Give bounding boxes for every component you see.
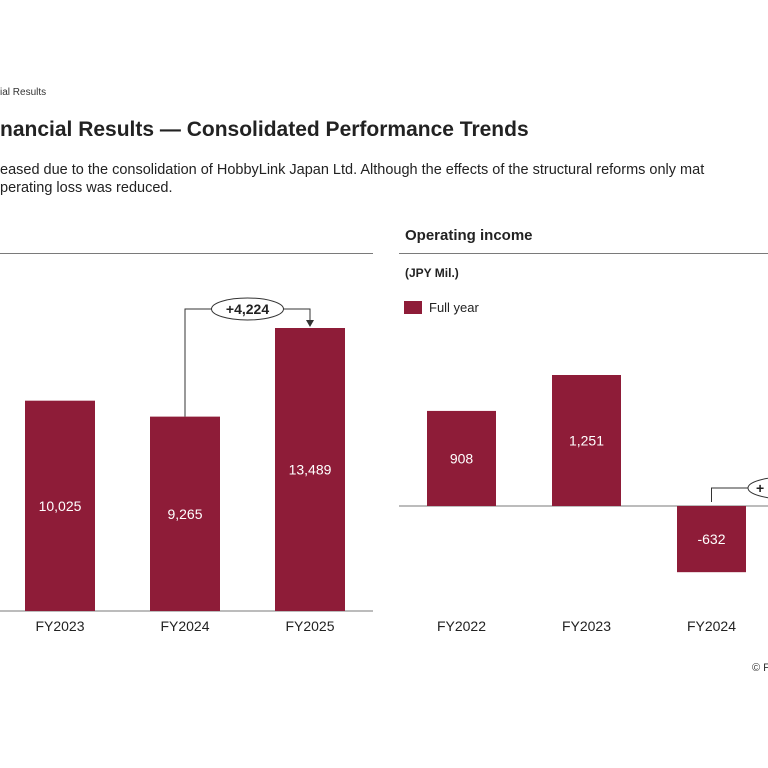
- left-panel-rule: [0, 253, 373, 254]
- left-bar-value-fy2025: 13,489: [289, 462, 332, 478]
- right-bar-value-fy2023: 1,251: [569, 433, 604, 449]
- summary-text: eased due to the consolidation of HobbyL…: [0, 161, 768, 197]
- right-tick-fy2023: FY2023: [562, 618, 611, 634]
- left-callout-arrowhead: [306, 320, 314, 327]
- right-tick-fy2022: FY2022: [437, 618, 486, 634]
- summary-line-1: eased due to the consolidation of HobbyL…: [0, 162, 705, 178]
- left-bar-value-fy2024: 9,265: [167, 506, 202, 522]
- breadcrumb: ial Results: [0, 87, 47, 98]
- copyright: © F: [752, 662, 768, 674]
- left-bar-fy2023: [25, 400, 95, 611]
- summary-line-2: perating loss was reduced.: [0, 180, 173, 196]
- right-panel-rule: [399, 253, 768, 254]
- right-callout-text: +: [756, 480, 764, 496]
- left-bar-value-fy2023: 10,025: [39, 498, 82, 514]
- legend: Full year: [404, 300, 479, 315]
- legend-label: Full year: [429, 300, 479, 315]
- right-callout-bubble: [747, 477, 768, 499]
- left-bar-fy2024: [150, 416, 220, 611]
- operating-income-title: Operating income: [405, 227, 533, 244]
- unit-label: (JPY Mil.): [405, 266, 459, 280]
- left-callout-bubble: [211, 297, 284, 321]
- left-tick-fy2025: FY2025: [285, 618, 334, 634]
- right-bar-value-fy2022: 908: [450, 450, 474, 466]
- left-tick-fy2024: FY2024: [160, 618, 209, 634]
- right-bar-fy2024: [677, 506, 746, 573]
- page-title: nancial Results — Consolidated Performan…: [0, 118, 529, 141]
- legend-swatch: [404, 301, 422, 314]
- right-tick-fy2024: FY2024: [687, 618, 736, 634]
- left-tick-fy2023: FY2023: [35, 618, 84, 634]
- left-callout-text: +4,224: [226, 301, 269, 317]
- right-bar-fy2022: [427, 410, 496, 506]
- left-bar-fy2025: [275, 328, 345, 611]
- right-bar-fy2023: [552, 375, 621, 506]
- right-bar-value-fy2024: -632: [697, 531, 725, 547]
